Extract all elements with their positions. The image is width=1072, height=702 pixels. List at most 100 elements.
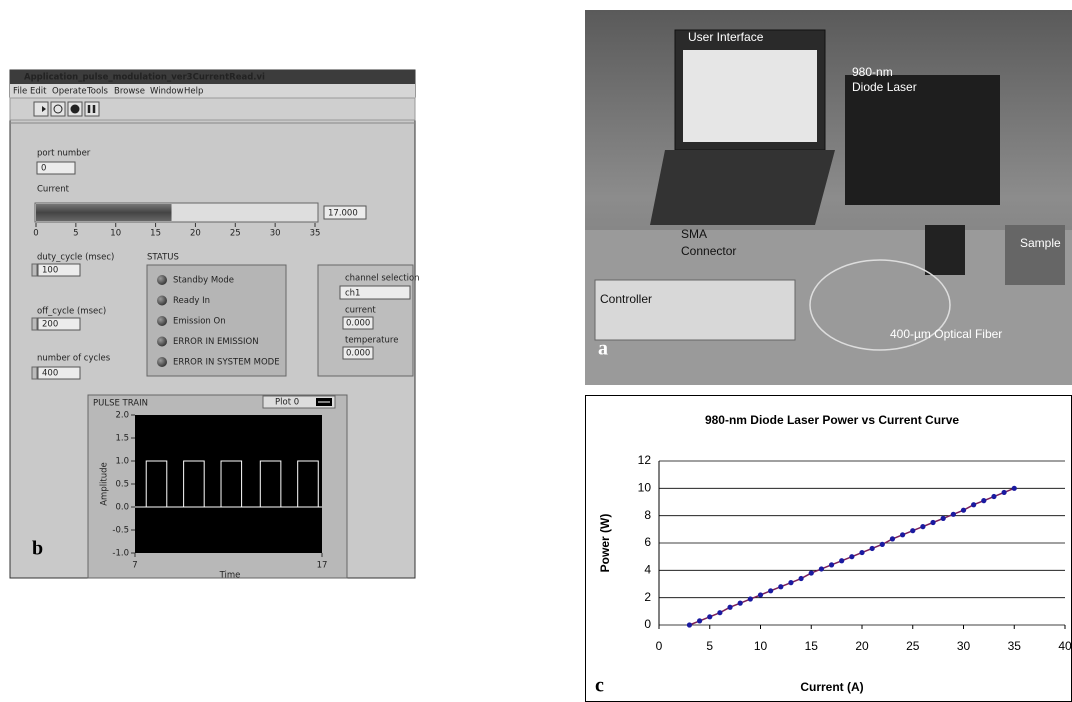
menu-item[interactable]: Tools — [86, 87, 109, 97]
menu-item[interactable]: Window — [150, 87, 184, 97]
data-point — [717, 610, 722, 615]
slider-tick-label: 25 — [230, 229, 241, 239]
data-point — [930, 520, 935, 525]
slider-tick-label: 20 — [190, 229, 201, 239]
data-point — [900, 532, 905, 537]
controller-box — [595, 280, 795, 340]
x-tick-label: 5 — [706, 639, 713, 653]
data-point — [849, 554, 854, 559]
photo-label: SMA — [681, 227, 707, 241]
data-point — [961, 508, 966, 513]
y-tick-label: 8 — [644, 508, 651, 522]
data-point — [687, 622, 692, 627]
status-title: STATUS — [147, 253, 179, 263]
magnetic-base — [925, 225, 965, 275]
status-text: ERROR IN SYSTEM MODE — [173, 358, 280, 368]
control-label: duty_cycle (msec) — [37, 253, 114, 263]
data-point — [981, 498, 986, 503]
x-tick-label: 7 — [132, 561, 137, 571]
data-point — [910, 528, 915, 533]
control-label: number of cycles — [37, 354, 111, 364]
control-label: temperature — [345, 336, 398, 346]
increment-button[interactable] — [32, 318, 37, 330]
data-point — [799, 576, 804, 581]
status-text: Standby Mode — [173, 276, 234, 286]
panel-label: c — [595, 675, 604, 697]
slider-tick-label: 35 — [310, 229, 321, 239]
control-label: Current — [37, 185, 70, 195]
slider-tick-label: 0 — [33, 229, 38, 239]
photo-label: 400-µm Optical Fiber — [890, 327, 1002, 341]
status-led — [157, 275, 167, 285]
plot-area — [135, 415, 322, 553]
status-led — [157, 296, 167, 306]
data-point — [941, 516, 946, 521]
data-point — [738, 601, 743, 606]
x-tick-label: 40 — [1058, 639, 1072, 653]
pause-button[interactable] — [85, 102, 99, 116]
y-tick-label: 12 — [638, 453, 652, 467]
photo-label: 980-nm — [852, 65, 893, 79]
status-led — [157, 337, 167, 347]
menu-item[interactable]: Browse — [114, 87, 145, 97]
panel-label: a — [598, 338, 608, 360]
x-tick-label: 30 — [957, 639, 971, 653]
status-led — [157, 357, 167, 367]
control-value: 17.000 — [328, 209, 358, 219]
y-tick-label: 0 — [644, 617, 651, 631]
data-point — [971, 502, 976, 507]
status-text: ERROR IN EMISSION — [173, 337, 259, 347]
laptop-keyboard — [650, 150, 835, 225]
x-tick-label: 35 — [1008, 639, 1022, 653]
x-axis-label: Current (A) — [800, 680, 863, 694]
data-point — [707, 614, 712, 619]
data-point — [1002, 490, 1007, 495]
control-label: off_cycle (msec) — [37, 307, 106, 317]
data-point — [819, 566, 824, 571]
increment-button[interactable] — [32, 367, 37, 379]
y-tick-label: 6 — [644, 535, 651, 549]
x-tick-label: 10 — [754, 639, 768, 653]
data-point — [768, 588, 773, 593]
slider-tick-label: 30 — [270, 229, 281, 239]
photo-label: Connector — [681, 244, 736, 258]
data-point — [758, 592, 763, 597]
data-point — [788, 580, 793, 585]
data-point — [727, 605, 732, 610]
data-point — [809, 570, 814, 575]
laptop-display — [683, 50, 817, 142]
y-tick-label: 1.5 — [115, 434, 129, 444]
menu-item[interactable]: Operate — [52, 87, 87, 97]
data-point — [859, 550, 864, 555]
y-tick-label: 0.0 — [115, 503, 129, 513]
control-value: 400 — [42, 369, 58, 379]
slider-tick-label: 10 — [110, 229, 121, 239]
data-point — [890, 536, 895, 541]
y-tick-label: 4 — [644, 563, 651, 577]
x-tick-label: 20 — [855, 639, 869, 653]
photo-label: Controller — [600, 292, 652, 306]
status-text: Emission On — [173, 317, 226, 327]
control-value: ch1 — [345, 289, 360, 299]
photo-label: User Interface — [688, 30, 764, 44]
status-text: Ready In — [173, 296, 210, 306]
y-tick-label: -0.5 — [112, 526, 129, 536]
menu-item[interactable]: Help — [184, 87, 203, 97]
increment-button[interactable] — [32, 264, 37, 276]
window-title: Application_pulse_modulation_ver3Current… — [24, 73, 265, 83]
data-point — [1012, 486, 1017, 491]
data-point — [829, 562, 834, 567]
data-point — [748, 596, 753, 601]
menu-item[interactable]: Edit — [30, 87, 47, 97]
control-label: current — [345, 306, 376, 316]
run-continuous-button[interactable] — [51, 102, 65, 116]
y-axis-label: Amplitude — [100, 462, 110, 506]
data-point — [778, 584, 783, 589]
figure: Application_pulse_modulation_ver3Current… — [0, 0, 1072, 702]
menu-item[interactable]: File — [13, 87, 27, 97]
panel-label: b — [32, 538, 43, 560]
control-value: 100 — [42, 266, 58, 276]
control-label: channel selection — [345, 274, 420, 284]
y-tick-label: 1.0 — [115, 457, 129, 467]
laser-box — [845, 75, 1000, 205]
